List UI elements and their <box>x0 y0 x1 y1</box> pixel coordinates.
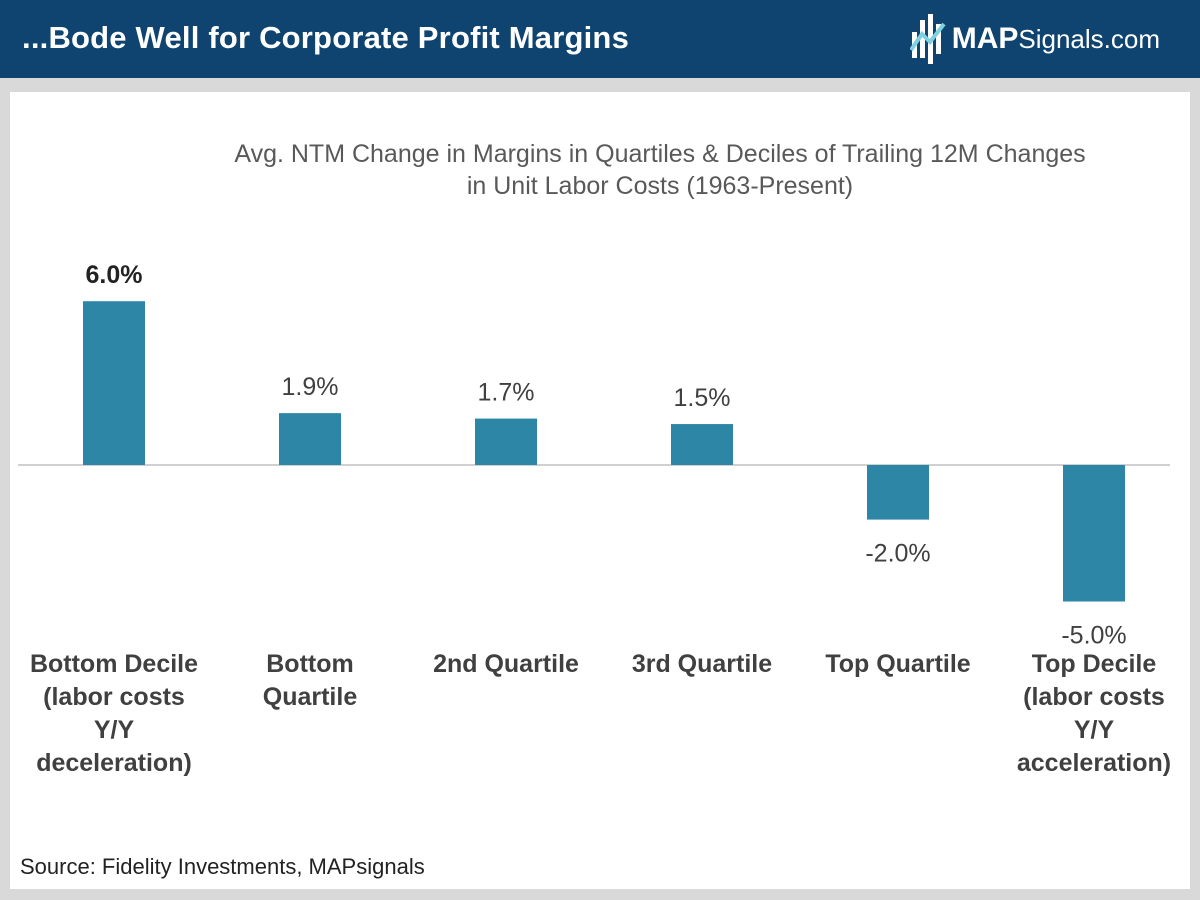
category-label-5: Top Decile (labor costs Y/Y acceleration) <box>1017 650 1171 777</box>
data-label-0: 6.0% <box>86 261 143 289</box>
category-label-2: 2nd Quartile <box>433 650 579 678</box>
chart-title: Avg. NTM Change in Margins in Quartiles … <box>160 138 1160 202</box>
category-label-0: Bottom Decile (labor costs Y/Y deceleration… <box>30 650 198 777</box>
bar-4 <box>867 465 929 520</box>
mapsignals-logo[interactable]: MAPSignals.com <box>909 10 1160 68</box>
bar-0 <box>83 301 145 465</box>
logo-suffix: Signals.com <box>1018 24 1160 54</box>
category-label-4: Top Quartile <box>825 650 970 678</box>
data-label-3: 1.5% <box>674 384 731 412</box>
page-title: ...Bode Well for Corporate Profit Margin… <box>22 20 630 55</box>
source-note: Source: Fidelity Investments, MAPsignals <box>20 854 425 879</box>
chart-title-line-2: in Unit Labor Costs (1963-Present) <box>466 172 854 200</box>
logo-brand: MAP <box>951 22 1019 55</box>
logo-mark-icon <box>909 14 946 64</box>
header-bar: ...Bode Well for Corporate Profit Margin… <box>0 0 1200 78</box>
data-label-4: -2.0% <box>865 540 930 568</box>
data-label-5: -5.0% <box>1061 622 1126 650</box>
bar-chart: 6.0% Bottom Decile (labor costs Y/Y decelera… <box>18 261 1171 777</box>
bar-5 <box>1063 465 1125 602</box>
bar-2 <box>475 418 537 465</box>
category-label-1: Bottom Quartile <box>263 650 358 711</box>
bar-3 <box>671 424 733 465</box>
data-label-1: 1.9% <box>282 373 339 401</box>
bar-1 <box>279 413 341 465</box>
category-label-3: 3rd Quartile <box>632 650 772 678</box>
chart-card: Avg. NTM Change in Margins in Quartiles … <box>10 92 1190 889</box>
chart-title-line-1: Avg. NTM Change in Margins in Quartiles … <box>234 140 1086 168</box>
data-label-2: 1.7% <box>478 379 535 407</box>
